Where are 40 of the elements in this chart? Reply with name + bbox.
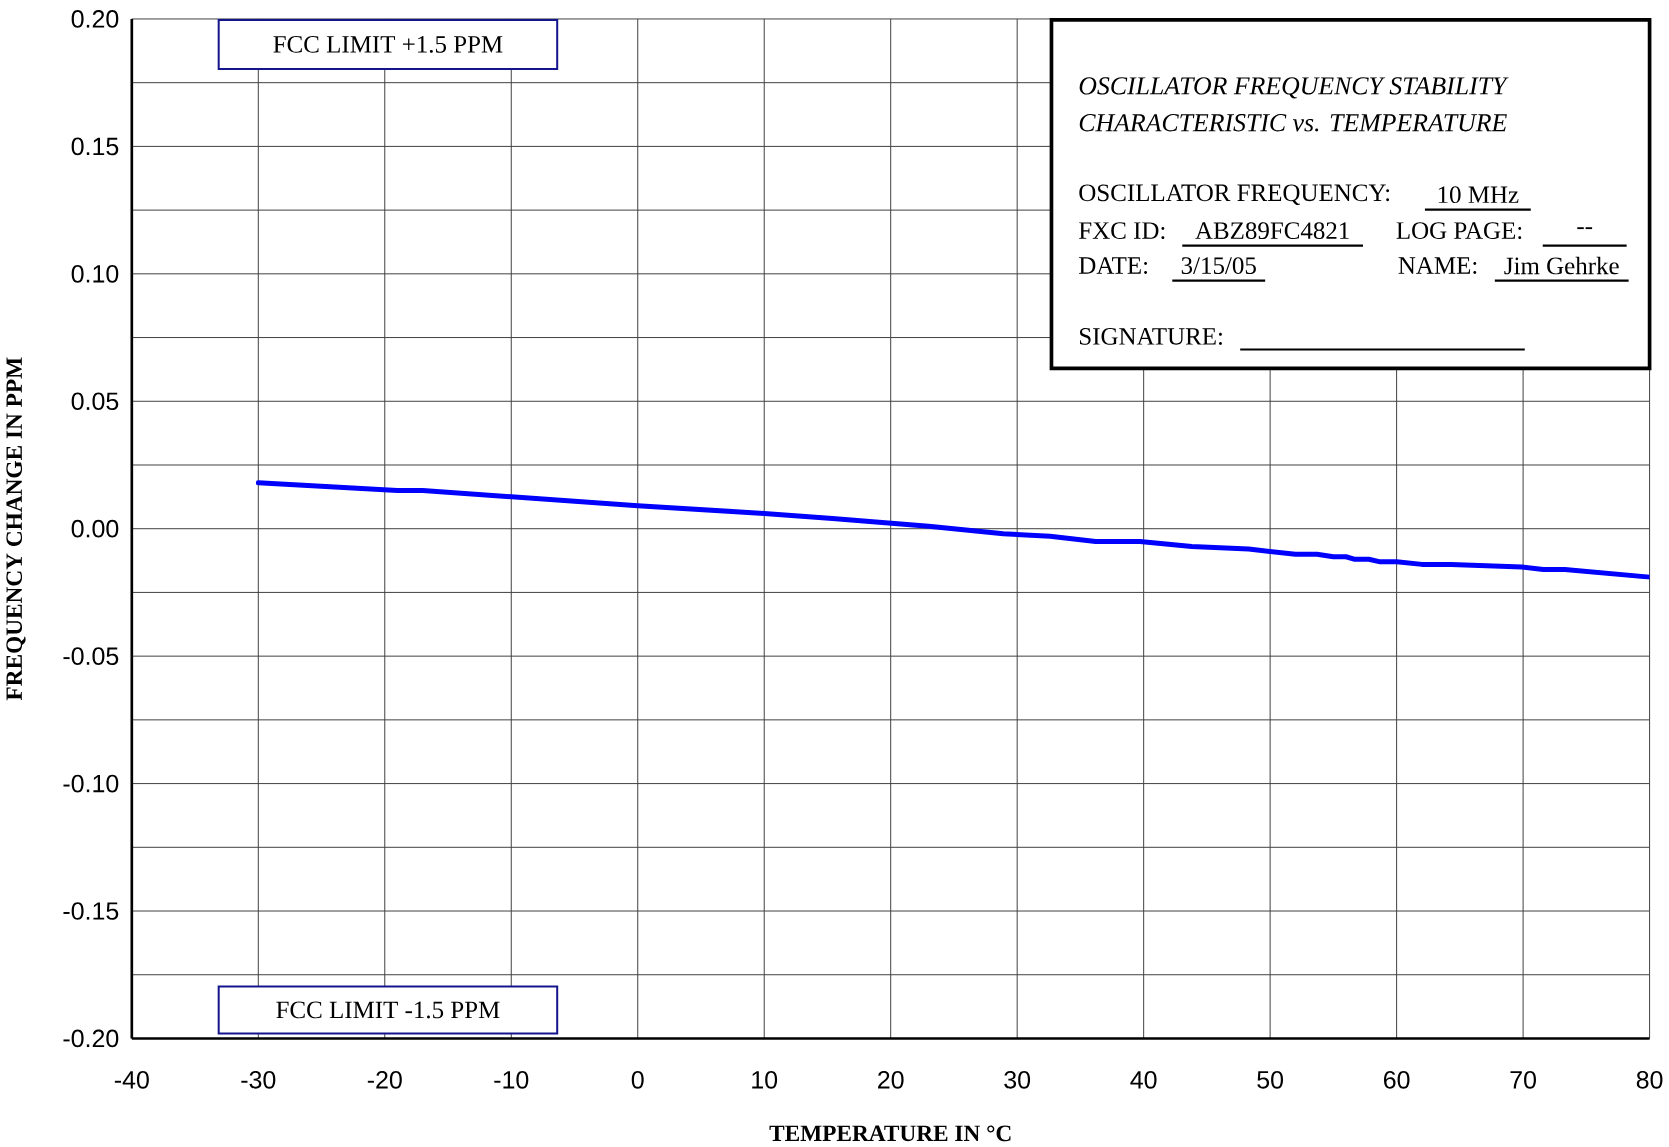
x-tick-label: -40 xyxy=(114,1070,149,1089)
annotation: Jim Gehrke xyxy=(1504,256,1619,275)
y-axis-title: FREQUENCY CHANGE IN PPM xyxy=(6,357,26,700)
y-tick-label: 0.10 xyxy=(71,264,119,283)
x-tick-label: 50 xyxy=(1257,1070,1284,1089)
y-tick-label: -0.15 xyxy=(63,902,119,920)
annotation: ABZ89FC4821 xyxy=(1195,222,1349,239)
annotation: FCC LIMIT +1.5 PPM xyxy=(273,35,503,53)
x-tick-label: 10 xyxy=(752,1070,778,1089)
y-tick-label: 0.00 xyxy=(71,519,119,538)
annotation: FXC ID: xyxy=(1079,222,1165,239)
x-tick-label: 40 xyxy=(1130,1070,1157,1089)
y-tick-label: 0.05 xyxy=(71,392,119,410)
x-tick-label: -10 xyxy=(494,1070,529,1089)
annotation: LOG PAGE: xyxy=(1396,222,1522,239)
annotation: CHARACTERISTIC vs. TEMPERATURE xyxy=(1079,113,1507,132)
annotation: -- xyxy=(1577,227,1593,229)
x-axis-title: TEMPERATURE IN °C xyxy=(769,1125,1011,1142)
x-tick-label: 70 xyxy=(1510,1070,1536,1089)
annotation: OSCILLATOR FREQUENCY: xyxy=(1079,184,1390,205)
y-tick-label: 0.20 xyxy=(71,9,119,28)
y-tick-label: 0.15 xyxy=(71,137,119,156)
annotation: DATE: xyxy=(1079,257,1148,274)
annotation: SIGNATURE: xyxy=(1079,327,1222,345)
line-series xyxy=(255,480,1650,580)
x-tick-label: -30 xyxy=(241,1070,276,1089)
annotation: 10 MHz xyxy=(1438,186,1519,203)
x-tick-label: 0 xyxy=(631,1070,644,1089)
annotation: FCC LIMIT -1.5 PPM xyxy=(276,1001,500,1019)
annotation: 3/15/05 xyxy=(1181,257,1256,274)
x-tick-label: 30 xyxy=(1004,1070,1031,1089)
x-tick-label: 80 xyxy=(1636,1070,1663,1089)
y-tick-label: -0.05 xyxy=(63,647,119,665)
y-tick-label: -0.10 xyxy=(63,774,119,793)
annotation: NAME: xyxy=(1398,257,1477,274)
y-tick-label: -0.20 xyxy=(63,1029,119,1048)
x-tick-label: 60 xyxy=(1384,1070,1410,1089)
x-tick-label: -20 xyxy=(367,1070,402,1089)
x-tick-label: 20 xyxy=(878,1070,904,1089)
annotation: OSCILLATOR FREQUENCY STABILITY xyxy=(1079,77,1509,99)
